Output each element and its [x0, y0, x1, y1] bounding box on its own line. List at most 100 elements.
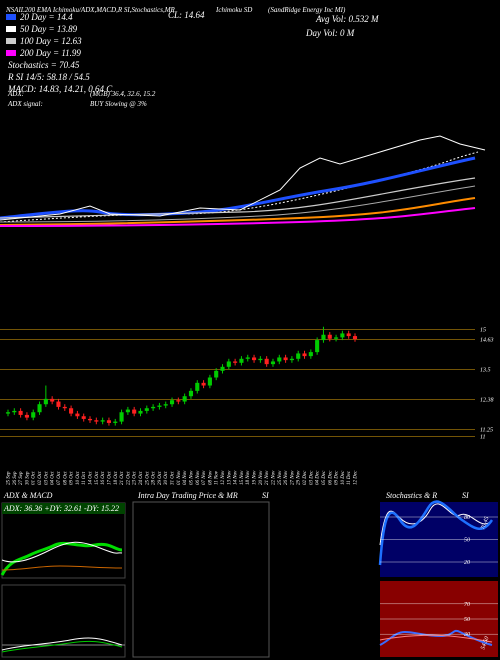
candle-body: [12, 410, 17, 413]
candle-body: [113, 421, 118, 423]
candle-body: [50, 398, 55, 402]
stoch-tick-label: 80: [464, 515, 470, 521]
header-title: NSAIL200 EMA Ichimoku/ADX,MACD,R SI,Stoc…: [5, 6, 176, 14]
macd-line: [1, 637, 123, 651]
ma-long: [0, 207, 476, 227]
candle-body: [220, 366, 225, 371]
legend-entry: 200 Day = 11.99: [20, 48, 81, 58]
x-tick-label: 04 Dec: [316, 470, 321, 485]
x-tick-label: 24 Oct: [139, 471, 144, 485]
x-tick-label: 05 Nov: [189, 470, 194, 485]
x-tick-label: 10 Oct: [76, 471, 81, 485]
x-tick-label: 21 Nov: [265, 470, 270, 485]
y-tick-label: 11: [480, 434, 486, 440]
legend-entry: R SI 14/5: 58.18 / 54.5: [7, 72, 90, 82]
adx-minus: [1, 565, 123, 571]
x-tick-label: 23 Oct: [133, 471, 138, 485]
candle-body: [163, 404, 168, 406]
candle-body: [315, 340, 320, 353]
candle-body: [201, 382, 206, 386]
y-tick-label: 14.63: [480, 336, 494, 343]
x-tick-label: 21 Oct: [120, 471, 125, 485]
price-line: [0, 135, 486, 221]
legend-entry: Stochastics = 70.45: [8, 60, 80, 70]
candle-body: [81, 416, 86, 419]
x-tick-label: 30 Oct: [164, 471, 169, 485]
candle-body: [31, 412, 36, 418]
candle-body: [283, 357, 288, 361]
x-tick-label: 02 Dec: [303, 470, 308, 485]
x-tick-label: 15 Oct: [95, 471, 100, 485]
adx-panel: [1, 502, 126, 579]
candle-body: [334, 337, 339, 339]
intraday-title: Intra Day Trading Price & MR: [137, 491, 238, 500]
candle-body: [157, 405, 162, 407]
candle-body: [43, 398, 48, 405]
rsi-line: [379, 629, 493, 646]
x-tick-label: 07 Oct: [57, 471, 62, 485]
candle-body: [252, 357, 257, 361]
candle-body: [132, 409, 137, 414]
rsi-value: 54.50: [479, 636, 490, 651]
stoch-k: [378, 500, 494, 566]
x-tick-label: 11 Nov: [215, 470, 220, 485]
candle-body: [37, 404, 42, 413]
candle-body: [239, 358, 244, 363]
candle-body: [69, 408, 74, 414]
candle-body: [340, 333, 345, 338]
x-tick-label: 02 Oct: [38, 471, 43, 485]
legend-swatch: [6, 38, 16, 44]
x-tick-label: 10 Dec: [341, 470, 346, 485]
adx-values: ADX: 36.36 +DY: 32.61 -DY: 15.22: [3, 504, 119, 513]
legend-swatch: [6, 14, 16, 20]
x-tick-label: 03 Oct: [44, 471, 49, 485]
legend-entry: 20 Day = 14.4: [20, 12, 73, 22]
adx-title: ADX & MACD: [3, 491, 53, 500]
ma-20: [0, 156, 476, 220]
candle-body: [87, 418, 93, 421]
x-tick-label: 25 Oct: [145, 471, 150, 485]
x-tick-label: 07 Nov: [202, 470, 207, 485]
candle-body: [264, 358, 269, 365]
close-label: CL: 14.64: [168, 10, 205, 20]
x-tick-label: 01 Oct: [32, 471, 37, 485]
x-tick-label: 15 Nov: [240, 470, 245, 485]
company: (SandRidge Energy Inc MI): [268, 6, 346, 14]
x-tick-label: 14 Nov: [234, 470, 239, 485]
legend-entry: 100 Day = 12.63: [20, 36, 82, 46]
y-tick-label: 12.38: [480, 397, 494, 403]
x-tick-label: 26 Nov: [284, 470, 289, 485]
x-tick-label: 08 Oct: [63, 471, 68, 485]
candle-body: [258, 358, 263, 361]
legend-entry: 50 Day = 13.89: [20, 24, 78, 34]
candle-body: [352, 336, 358, 340]
x-tick-label: 18 Oct: [114, 471, 119, 485]
x-tick-label: 29 Oct: [158, 471, 163, 485]
candle-body: [125, 409, 130, 413]
candle-body: [277, 357, 282, 362]
candle-body: [100, 420, 105, 422]
x-tick-label: 05 Dec: [322, 470, 327, 485]
signal-line: ADX signal:: [7, 100, 43, 108]
candle-body: [5, 412, 11, 414]
x-tick-label: 06 Nov: [196, 470, 201, 485]
candle-body: [321, 334, 326, 341]
intraday-si: SI: [262, 491, 269, 500]
candle-body: [270, 361, 276, 365]
y-tick-label: 11.25: [480, 428, 493, 434]
intraday-panel: [132, 501, 270, 658]
x-tick-label: 12 Dec: [354, 470, 359, 485]
stoch-title: Stochastics & R: [386, 491, 437, 500]
x-tick-label: 09 Dec: [335, 470, 340, 485]
x-tick-label: 11 Oct: [82, 471, 87, 485]
x-tick-label: 16 Oct: [101, 471, 106, 485]
adx-values: (MGB) 36.4, 32.6, 15.2: [90, 90, 156, 98]
candle-body: [214, 370, 219, 378]
x-tick-label: 30 Sep: [25, 471, 30, 485]
x-tick-label: 22 Oct: [126, 471, 131, 485]
x-tick-label: 22 Nov: [271, 470, 276, 485]
x-tick-label: 27 Nov: [290, 470, 295, 485]
x-tick-label: 20 Nov: [259, 470, 264, 485]
macd-signal: [1, 640, 123, 653]
candle-body: [308, 352, 313, 357]
